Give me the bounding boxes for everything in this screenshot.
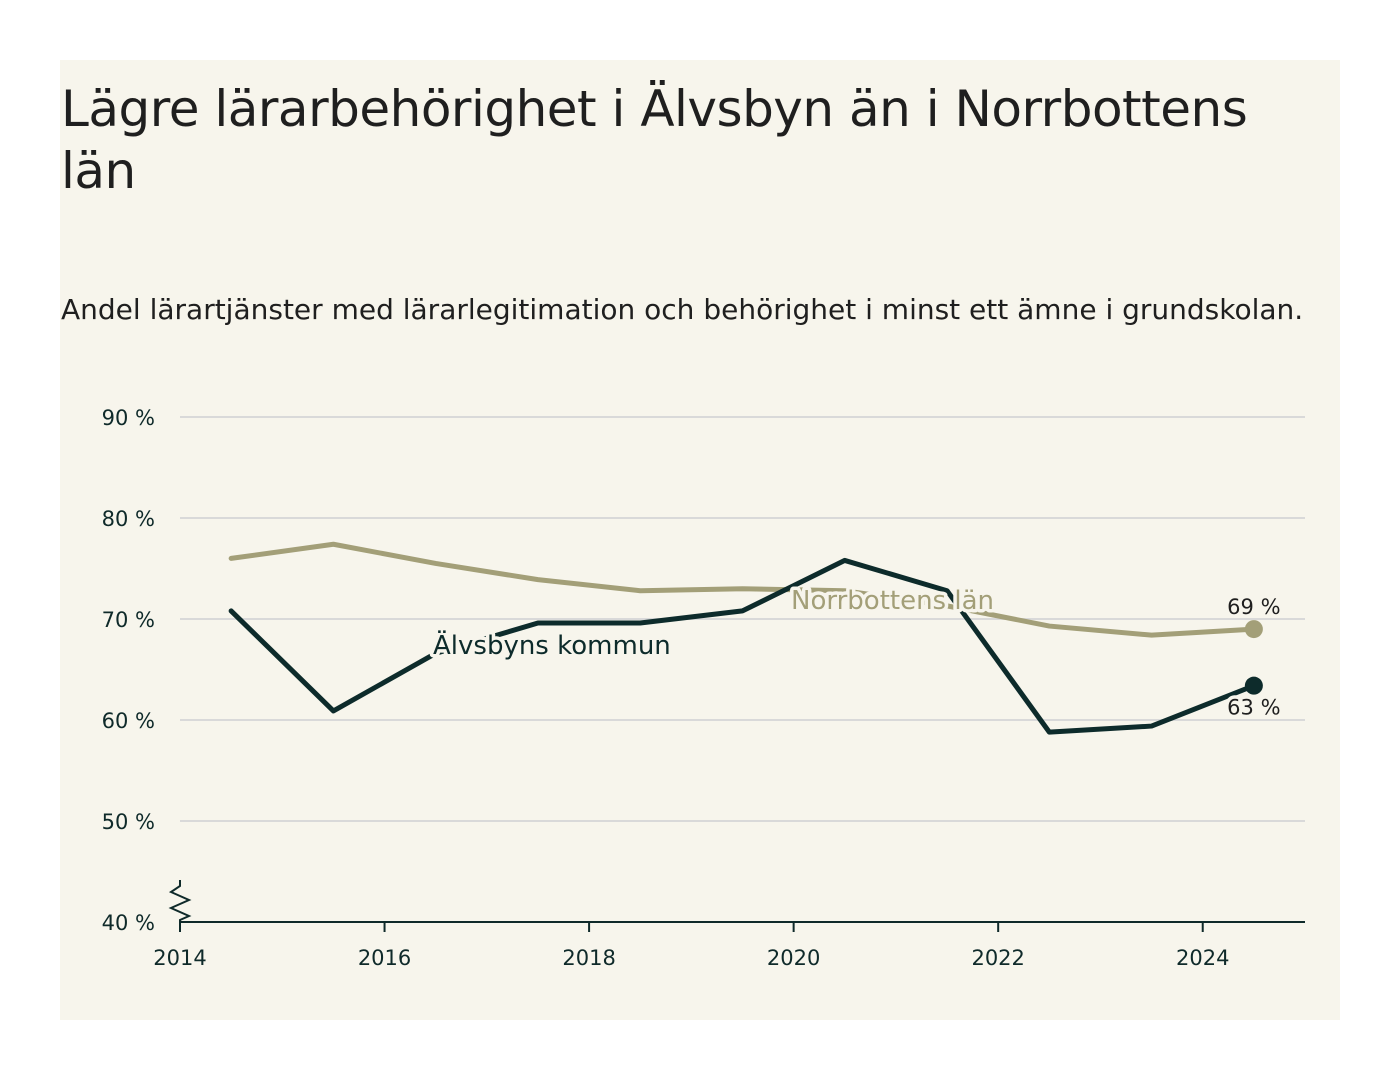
end-value-label-alvsbyn: 63 % bbox=[1227, 696, 1280, 720]
y-axis-ticks: 40 % 50 % 60 % 70 % 80 % 90 % bbox=[102, 406, 192, 935]
end-value-label-norrbotten: 69 % bbox=[1227, 595, 1280, 619]
x-tick-label: 2020 bbox=[767, 946, 820, 970]
end-point-marker bbox=[1244, 620, 1263, 639]
series-lines bbox=[228, 541, 1263, 735]
y-tick-label: 90 % bbox=[102, 406, 155, 430]
x-tick-label: 2016 bbox=[358, 946, 411, 970]
x-tick-label: 2018 bbox=[562, 946, 615, 970]
chart-title: Lägre lärarbehörighet i Älvsbyn än i Nor… bbox=[61, 80, 1248, 200]
axis-break-icon bbox=[168, 880, 192, 922]
y-tick-label: 40 % bbox=[102, 911, 155, 935]
y-tick-label: 80 % bbox=[102, 507, 155, 531]
alvsbyn-line bbox=[228, 557, 1257, 735]
chart-card bbox=[60, 60, 1340, 1020]
chart-subtitle: Andel lärartjänster med lärarlegitimatio… bbox=[61, 293, 1304, 326]
series-label-alvsbyn: Älvsbyns kommun bbox=[433, 629, 671, 661]
norrbotten-line bbox=[228, 541, 1257, 638]
y-tick-label: 60 % bbox=[102, 709, 155, 733]
series-labels: Norrbottens län Älvsbyns kommun 69 % 63 % bbox=[430, 583, 1285, 724]
y-tick-label: 70 % bbox=[102, 608, 155, 632]
end-point-marker bbox=[1244, 676, 1263, 695]
series-label-norrbotten: Norrbottens län bbox=[791, 586, 994, 616]
x-tick-label: 2024 bbox=[1176, 946, 1229, 970]
x-axis: 2014 2016 2018 2020 2022 2024 bbox=[153, 921, 1305, 970]
y-tick-label: 50 % bbox=[102, 810, 155, 834]
x-tick-label: 2022 bbox=[971, 946, 1024, 970]
x-tick-label: 2014 bbox=[153, 946, 206, 970]
gridlines bbox=[180, 416, 1305, 822]
